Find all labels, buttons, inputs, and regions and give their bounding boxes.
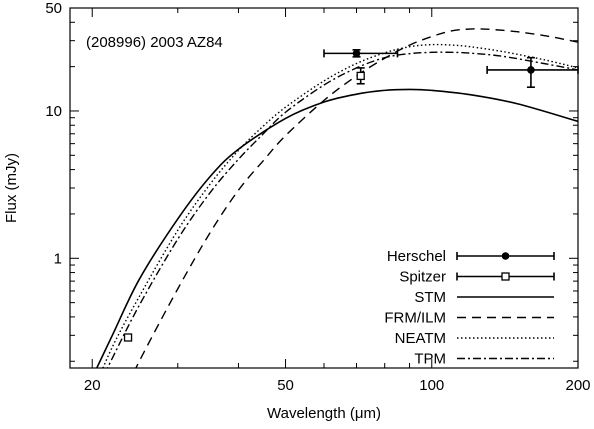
legend-marker-herschel bbox=[501, 252, 510, 260]
spitzer-point bbox=[123, 333, 133, 342]
legend: Herschel Spitzer STM FRM/ILM NEATM TPM bbox=[384, 248, 555, 368]
herschel-point bbox=[323, 49, 399, 58]
plot-frame bbox=[69, 7, 579, 369]
legend-label-tpm: TPM bbox=[414, 351, 446, 368]
legend-label-spitzer: Spitzer bbox=[399, 269, 446, 286]
x-axis-title-mu: μ bbox=[355, 405, 364, 422]
data-points bbox=[123, 49, 579, 342]
axis-tick-labels: 20 50 100 200 1 10 50 bbox=[45, 0, 590, 394]
herschel-marker bbox=[527, 66, 535, 74]
model-curves bbox=[95, 28, 578, 368]
spitzer-point bbox=[356, 67, 365, 85]
axis-ticks bbox=[70, 7, 579, 368]
legend-label-frm-ilm: FRM/ILM bbox=[384, 310, 446, 327]
spitzer-marker bbox=[123, 333, 133, 342]
curve-stm bbox=[95, 88, 578, 368]
legend-marker-spitzer bbox=[501, 272, 510, 281]
x-tick-label: 50 bbox=[277, 377, 294, 394]
x-tick-label: 100 bbox=[419, 377, 444, 394]
y-tick-label: 10 bbox=[45, 103, 62, 120]
curve-tpm bbox=[106, 51, 578, 368]
herschel-point bbox=[486, 56, 579, 88]
y-axis-title: Flux (mJy) bbox=[3, 153, 20, 223]
object-annotation: (208996) 2003 AZ84 bbox=[86, 34, 223, 51]
x-tick-label: 20 bbox=[84, 377, 101, 394]
curve-frm-ilm bbox=[135, 28, 578, 368]
spitzer-marker bbox=[356, 71, 365, 81]
y-tick-label: 1 bbox=[54, 250, 62, 267]
x-axis-title: Wavelength (μm) bbox=[267, 405, 381, 422]
herschel-marker bbox=[352, 49, 361, 58]
legend-label-stm: STM bbox=[414, 289, 446, 306]
curve-neatm bbox=[102, 43, 578, 368]
legend-label-herschel: Herschel bbox=[387, 248, 446, 265]
legend-label-neatm: NEATM bbox=[395, 330, 446, 347]
x-tick-label: 200 bbox=[565, 377, 590, 394]
y-tick-label: 50 bbox=[45, 0, 62, 17]
